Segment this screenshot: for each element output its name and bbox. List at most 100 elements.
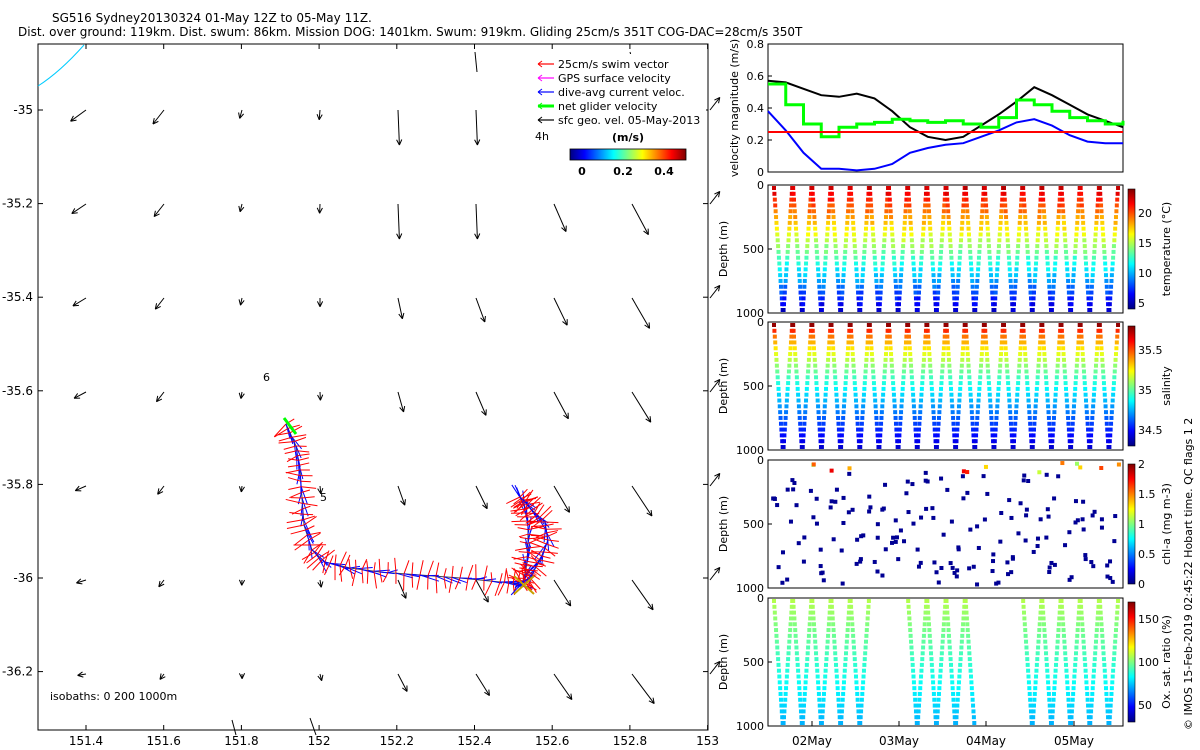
section-sample — [1021, 328, 1026, 333]
geo-velocity-arrow — [71, 203, 87, 214]
section-sample — [1033, 686, 1038, 691]
section-sample — [859, 433, 864, 438]
x-tick-label: 152.2 — [380, 734, 414, 748]
section-sample — [1056, 209, 1061, 214]
section-sample — [1038, 340, 1043, 345]
swim-vector — [361, 559, 368, 570]
geo-velocity-arrowhead — [399, 405, 406, 413]
section-sample — [810, 186, 815, 190]
section-sample — [1080, 628, 1085, 633]
section-sample — [891, 381, 896, 386]
section-sample — [1045, 668, 1050, 673]
section-sample — [1099, 616, 1104, 621]
section-sample — [821, 415, 826, 420]
swim-vector — [544, 547, 556, 557]
section-sample — [1028, 296, 1033, 301]
geo-velocity-arrow — [553, 579, 572, 607]
x-tick-label: 152.4 — [457, 734, 491, 748]
section-sample — [1066, 427, 1071, 432]
section-sample — [893, 518, 898, 523]
section-sample — [1099, 622, 1104, 627]
section-sample — [824, 386, 829, 391]
section-sample — [954, 445, 959, 449]
section-sample — [996, 381, 1001, 386]
geo-velocity-arrowhead — [76, 578, 83, 585]
swim-vector — [523, 501, 541, 506]
section-sample — [872, 386, 877, 391]
section-sample — [964, 328, 969, 333]
section-sample — [864, 220, 869, 225]
section-ylabel: Depth (m) — [717, 496, 730, 552]
section-sample — [991, 559, 996, 564]
section-sample — [949, 249, 954, 254]
section-sample — [826, 633, 831, 638]
section-sample — [896, 302, 901, 307]
section-sample — [785, 487, 790, 492]
section-sample — [1066, 421, 1071, 426]
section-sample — [871, 369, 876, 374]
section-sample — [1091, 398, 1096, 403]
section-sample — [794, 238, 799, 243]
section-sample — [939, 662, 944, 667]
section-sample — [893, 415, 898, 420]
geo-velocity-arrow — [152, 109, 165, 125]
section-sample — [814, 244, 819, 249]
swim-vector — [531, 573, 540, 580]
section-sample — [1036, 645, 1041, 650]
geo-velocity-arrowhead — [562, 319, 568, 326]
section-sample — [1113, 514, 1118, 519]
swim-vector — [506, 496, 521, 504]
section-sample — [913, 703, 918, 708]
section-sample — [1071, 410, 1076, 415]
section-sample — [930, 668, 935, 673]
section-sample — [1035, 375, 1040, 380]
section-sample — [819, 445, 824, 449]
section-sample — [1093, 651, 1098, 656]
section-sample — [954, 308, 959, 312]
section-sample — [846, 622, 851, 627]
section-sample — [889, 357, 894, 362]
section-sample — [824, 657, 829, 662]
section-sample — [844, 363, 849, 368]
section-sample — [1016, 232, 1021, 237]
section-sample — [889, 352, 894, 357]
geo-velocity-arrowhead — [398, 312, 405, 320]
dive-avg-current-vector — [541, 551, 544, 565]
section-sample — [1046, 514, 1051, 519]
swim-vector — [322, 549, 335, 560]
section-sample — [888, 340, 893, 345]
section-sample — [1024, 363, 1029, 368]
section-sample — [928, 369, 933, 374]
section-sample — [955, 290, 960, 295]
swim-vector — [373, 571, 378, 589]
section-sample — [983, 197, 988, 202]
section-sample — [925, 599, 930, 603]
section-sample — [1089, 697, 1094, 702]
section-sample — [1083, 553, 1088, 558]
section-sample — [821, 697, 826, 702]
section-sample — [890, 232, 895, 237]
velocity-ytick-label: 0.4 — [747, 102, 765, 115]
section-sample — [854, 561, 859, 566]
section-sample — [1052, 562, 1057, 567]
section-sample — [1095, 340, 1100, 345]
geo-velocity-arrow — [75, 485, 87, 492]
section-sample — [1002, 197, 1007, 202]
swim-vector — [394, 557, 397, 574]
section-sample — [875, 522, 880, 527]
section-sample — [1073, 381, 1078, 386]
x-tick-label: 153 — [696, 734, 719, 748]
section-sample — [827, 197, 832, 202]
swim-vector — [306, 556, 321, 569]
section-sample — [855, 537, 860, 542]
section-sample — [923, 334, 928, 339]
section-ytick-label: 1000 — [736, 720, 764, 733]
geo-velocity-arrowhead — [316, 301, 324, 307]
section-frame — [767, 459, 1124, 589]
section-sample — [879, 278, 884, 283]
section-sample — [858, 721, 863, 725]
section-sample — [1082, 651, 1087, 656]
swim-vector — [301, 551, 315, 560]
section-sample — [1085, 691, 1090, 696]
section-sample — [931, 267, 936, 272]
